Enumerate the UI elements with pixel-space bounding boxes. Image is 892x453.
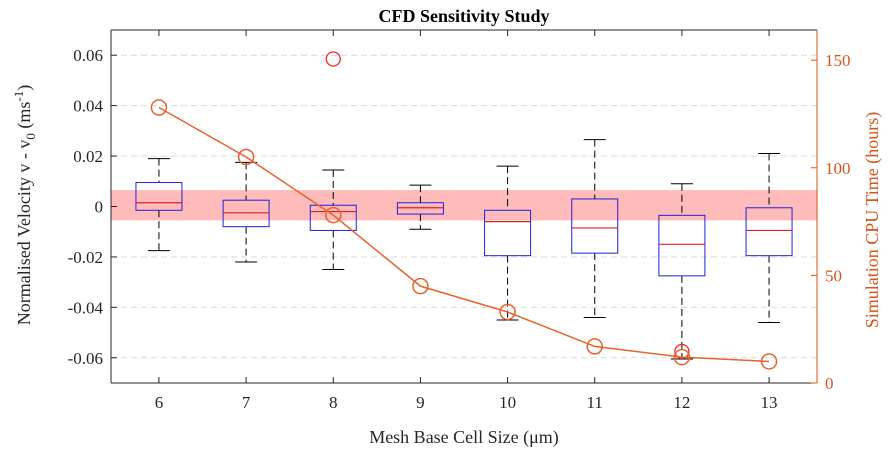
y-right-tick-label: 100 — [825, 159, 851, 178]
y-left-tick-label: -0.02 — [68, 248, 103, 267]
x-tick-label: 10 — [499, 393, 516, 412]
cpu-time-point — [150, 99, 168, 116]
y-left-label-unit-close: ) — [14, 85, 35, 91]
box-9 — [396, 184, 444, 230]
iqr-box — [135, 182, 183, 211]
tolerance-band — [111, 190, 817, 221]
box-13 — [745, 153, 793, 323]
iqr-box — [658, 214, 706, 277]
chart-title: CFD Sensitivity Study — [378, 6, 549, 26]
y-left-tick-label: -0.06 — [68, 349, 103, 368]
x-tick-label: 13 — [761, 393, 778, 412]
iqr-box — [484, 209, 532, 257]
cpu-line-layer — [150, 99, 778, 370]
iqr-box — [396, 202, 444, 215]
cpu-time-point — [586, 338, 603, 355]
y-right-tick-label: 0 — [825, 374, 834, 393]
iqr-box — [571, 198, 619, 254]
y-left-tick-label: -0.04 — [68, 298, 104, 317]
axis-layer: 6 7 8 9 10 11 12 13 -0.06 -0.04 -0.02 0 0.02 0.04 0.06… — [68, 29, 851, 412]
iqr-box — [222, 199, 270, 228]
iqr-box — [745, 207, 793, 257]
box-6 — [135, 158, 183, 252]
y-left-label-sub: 0 — [23, 133, 38, 140]
band-layer — [111, 190, 817, 221]
y-left-label-unit-sup: -1 — [11, 91, 26, 102]
y-right-tick-label: 50 — [825, 266, 842, 285]
x-tick-label: 6 — [155, 393, 164, 412]
iqr-box — [309, 204, 357, 231]
cpu-time-point — [412, 277, 429, 295]
cpu-time-line — [158, 106, 770, 363]
y-left-axis-label: Normalised Velocity v - v0 (ms-1) — [11, 85, 38, 325]
y-right-axis-label: Simulation CPU Time (hours) — [862, 112, 883, 329]
cpu-time-point — [673, 348, 691, 366]
x-axis-label: Mesh Base Cell Size (μm) — [369, 427, 559, 448]
y-left-label-unit-open: (ms — [14, 102, 35, 134]
cpu-time-point — [499, 303, 516, 321]
x-tick-label: 9 — [416, 393, 425, 412]
cpu-time-point — [760, 353, 778, 370]
cpu-time-point — [325, 206, 342, 224]
x-tick-label: 12 — [673, 393, 690, 412]
x-tick-label: 8 — [329, 393, 338, 412]
box-8 — [309, 51, 357, 271]
y-right-tick-label: 150 — [825, 51, 851, 70]
y-left-tick-label: 0 — [95, 198, 104, 217]
y-left-label-main: Normalised Velocity v - v — [14, 140, 34, 326]
cpu-time-point — [237, 148, 255, 166]
box-10 — [484, 165, 532, 321]
x-tick-label: 11 — [587, 393, 603, 412]
y-left-tick-label: 0.06 — [73, 46, 103, 65]
y-left-tick-label: 0.02 — [73, 147, 103, 166]
x-tick-label: 7 — [242, 393, 251, 412]
outlier-point — [674, 343, 690, 360]
outlier-point — [325, 51, 341, 67]
box-11 — [571, 139, 619, 318]
y-left-tick-label: 0.04 — [73, 97, 103, 116]
